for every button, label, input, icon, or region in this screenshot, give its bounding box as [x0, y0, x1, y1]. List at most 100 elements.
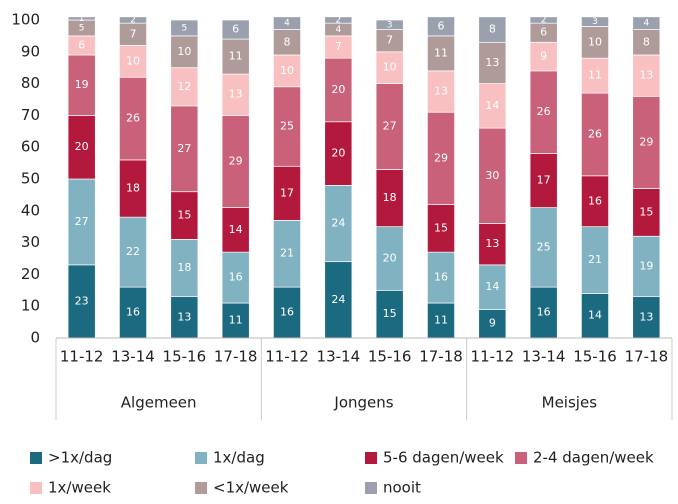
bar-segment	[529, 153, 558, 208]
y-tick-label: 40	[21, 201, 40, 219]
bar-segment	[170, 191, 199, 240]
bar-segment	[273, 165, 301, 221]
legend-label: <1x/week	[213, 479, 289, 497]
data-label: 25	[280, 120, 294, 133]
data-label: 6	[78, 38, 85, 51]
bar-segment	[170, 239, 199, 298]
data-label: 8	[489, 23, 496, 36]
y-tick-label: 100	[11, 11, 40, 29]
data-label: 15	[434, 221, 448, 234]
bar-segment	[529, 41, 558, 72]
data-label: 26	[588, 127, 602, 140]
data-label: 17	[537, 174, 551, 187]
y-tick-label: 10	[21, 297, 40, 315]
legend-label: 5-6 dagen/week	[383, 449, 504, 467]
data-label: 15	[383, 307, 397, 320]
data-label: 25	[537, 240, 551, 253]
data-label: 4	[643, 19, 649, 29]
data-label: 13	[434, 85, 448, 98]
bar-segment	[632, 95, 661, 189]
data-label: 17	[280, 186, 294, 199]
data-label: 13	[177, 310, 191, 323]
legend-label: 1x/dag	[213, 449, 265, 467]
bar-segment	[632, 235, 661, 298]
bar-segment	[478, 127, 507, 224]
data-label: 8	[284, 35, 291, 48]
data-label: 14	[588, 309, 602, 322]
data-label: 29	[639, 135, 653, 148]
bar-segment	[427, 204, 455, 253]
data-label: 14	[485, 280, 499, 293]
legend-label: >1x/dag	[48, 449, 112, 467]
data-label: 15	[177, 209, 191, 222]
bar-segment	[581, 26, 609, 59]
bar-segment	[632, 188, 661, 237]
bar-segment	[170, 19, 199, 37]
data-label: 27	[177, 142, 191, 155]
bar-segment	[273, 86, 301, 167]
bar-segment	[478, 264, 507, 310]
data-label: 10	[383, 61, 397, 74]
bar-segment	[581, 57, 609, 94]
bar-segment	[221, 38, 250, 75]
bar-segment	[581, 92, 609, 177]
x-tick-label: 11-12	[265, 348, 309, 366]
data-label: 20	[383, 252, 397, 265]
x-tick-label: 17-18	[214, 348, 258, 366]
data-label: 16	[537, 306, 551, 319]
bar-segment	[273, 286, 301, 339]
data-label: 14	[485, 99, 499, 112]
legend-swatch	[30, 452, 42, 464]
bar-segment	[273, 29, 301, 56]
data-label: 13	[485, 237, 499, 250]
bar-segment	[119, 216, 147, 288]
x-tick-label: 13-14	[317, 348, 361, 366]
data-label: 11	[434, 46, 448, 59]
bar-segment	[427, 35, 455, 72]
bar-segment	[119, 76, 147, 161]
data-label: 20	[331, 83, 345, 96]
y-tick-label: 80	[21, 74, 40, 92]
data-label: 12	[177, 80, 191, 93]
bar-segment	[67, 178, 96, 266]
data-label: 3	[592, 17, 598, 27]
bar-segment	[119, 159, 147, 218]
y-tick-label: 70	[21, 106, 40, 124]
data-label: 16	[126, 306, 140, 319]
bar-segment	[324, 185, 353, 263]
data-label: 13	[485, 56, 499, 69]
data-label: 15	[639, 205, 653, 218]
y-tick-label: 90	[21, 42, 40, 60]
y-tick-label: 0	[30, 329, 40, 347]
data-label: 7	[335, 40, 342, 53]
bar-segment	[478, 41, 507, 84]
x-tick-label: 17-18	[625, 348, 669, 366]
data-label: 13	[229, 88, 243, 101]
bar-segment	[375, 19, 404, 30]
data-label: 24	[331, 217, 345, 230]
bar-segment	[478, 16, 507, 43]
x-tick-label: 13-14	[522, 348, 566, 366]
data-label: 13	[639, 69, 653, 82]
data-label: 24	[331, 293, 345, 306]
data-label: 18	[383, 191, 397, 204]
bar-segment	[273, 219, 301, 288]
data-label: 30	[485, 169, 499, 182]
bar-segment	[581, 16, 609, 27]
bar-segment	[581, 226, 609, 294]
data-label: 22	[126, 245, 140, 258]
data-label: 27	[383, 120, 397, 133]
data-label: 26	[537, 105, 551, 118]
data-label: 14	[229, 223, 243, 236]
bar-segment	[273, 16, 301, 30]
data-label: 10	[177, 45, 191, 58]
bar-segment	[478, 83, 507, 129]
data-label: 5	[181, 23, 187, 33]
legend-label: 2-4 dagen/week	[533, 449, 654, 467]
bar-segment	[119, 16, 147, 24]
data-label: 10	[588, 35, 602, 48]
data-label: 11	[229, 314, 243, 327]
bar-segment	[529, 207, 558, 288]
x-tick-label: 15-16	[573, 348, 617, 366]
bar-segment	[375, 289, 404, 339]
